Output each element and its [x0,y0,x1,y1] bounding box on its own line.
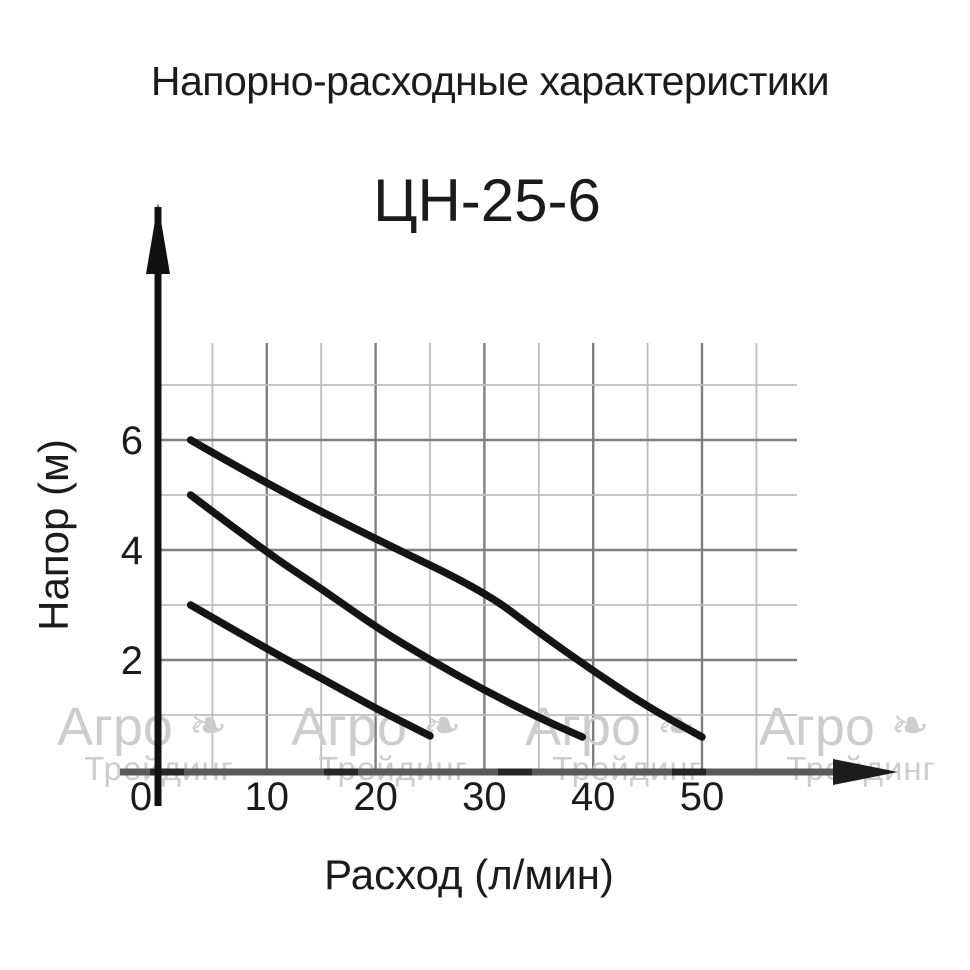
leaf-ornament-icon: ❧ [189,699,228,751]
x-axis-title: Расход (л/мин) [324,851,614,898]
leaf-ornament-icon: ❧ [423,699,462,751]
head-6m-curve [186,436,706,741]
pump-model-title: ЦН-25-6 [373,167,601,234]
x-tick-label: 0 [130,775,152,819]
x-tick-label: 40 [571,775,616,819]
axes [120,203,898,806]
watermark-brand-text: Агро [57,697,173,757]
watermark-brand-text: Агро [525,697,641,757]
head-5m-curve [186,491,587,741]
watermark-brand-text: Агро [759,697,875,757]
leaf-ornament-icon: ❧ [891,699,930,751]
head-3m-curve [186,601,434,740]
watermarks: Агро ❧ Трейдинг Агро ❧ Трейдинг Агро ❧ Т… [57,697,935,787]
grid [158,343,797,770]
y-axis-title: Напор (м) [30,439,77,631]
y-tick-label: 2 [121,639,143,683]
y-axis-arrow-icon [146,203,170,274]
watermark: Агро ❧ Трейдинг [759,697,935,787]
x-axis-arrow-icon [833,759,898,785]
watermark-brand-text: Агро [291,697,407,757]
x-tick-label: 30 [462,775,507,819]
chart-title: Напорно-расходные характеристики [151,58,829,104]
x-tick-label: 10 [245,775,290,819]
pump-curves [186,436,706,741]
x-tick-labels: 0 10 20 30 40 50 [130,775,724,819]
y-tick-labels: 2 4 6 [121,419,143,683]
x-tick-label: 20 [353,775,398,819]
y-tick-label: 6 [121,419,143,463]
y-tick-label: 4 [121,529,143,573]
x-tick-label: 50 [680,775,725,819]
